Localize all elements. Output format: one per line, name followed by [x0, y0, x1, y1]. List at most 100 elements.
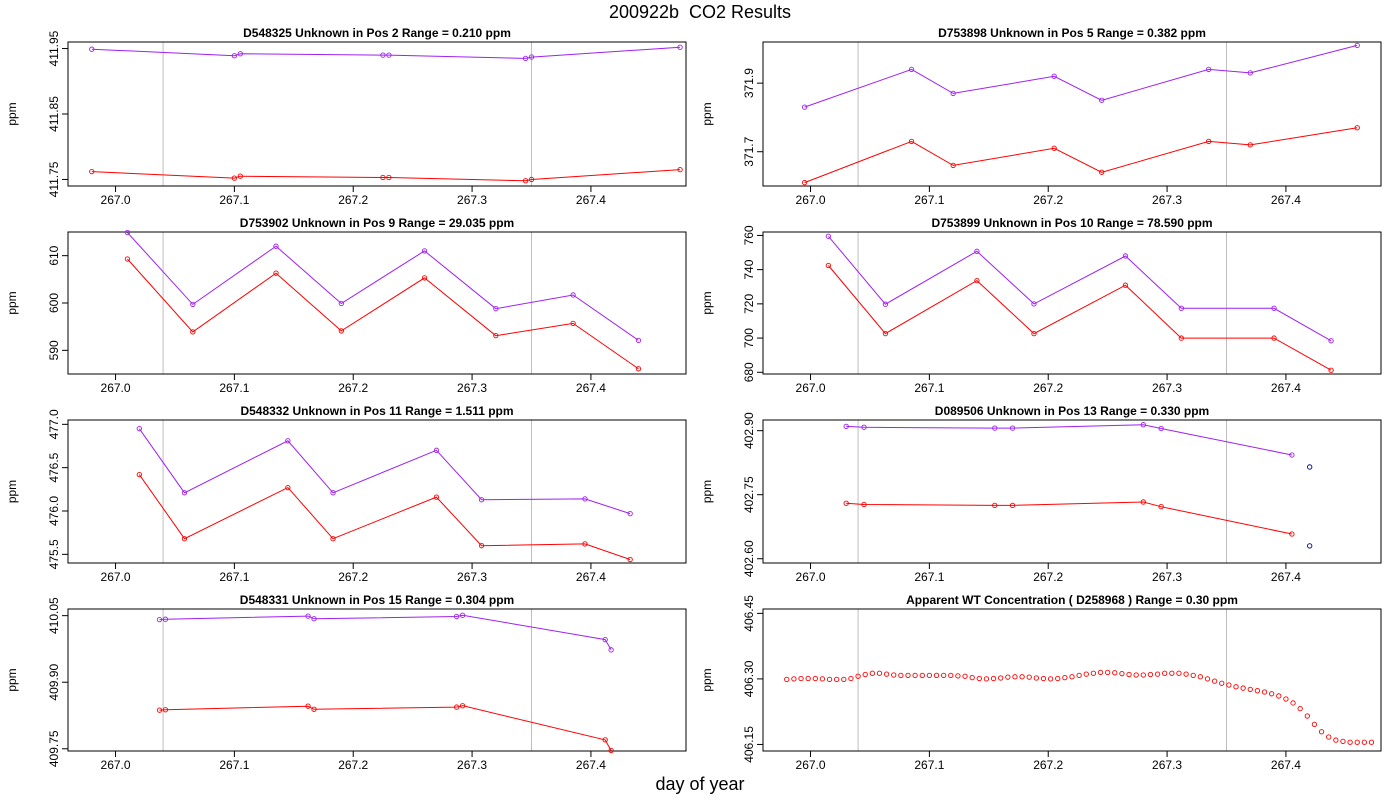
data-point [285, 484, 291, 491]
data-point [841, 676, 847, 682]
data-point [1254, 688, 1261, 694]
data-point [891, 672, 897, 678]
y-axis-label: ppm [700, 480, 714, 503]
data-point [273, 270, 279, 276]
x-tick-label: 267.2 [1033, 193, 1063, 207]
panel-4: D753899 Unknown in Pos 10 Range = 78.590… [700, 216, 1382, 395]
data-point [955, 673, 961, 679]
data-point [883, 671, 890, 677]
y-tick-label: 476.0 [47, 496, 61, 526]
data-point [627, 556, 633, 563]
panel-3: D753902 Unknown in Pos 9 Range = 29.035 … [5, 216, 687, 395]
data-point [1233, 684, 1239, 690]
x-tick-label: 267.3 [1152, 381, 1182, 395]
y-tick-label: 371.7 [742, 136, 756, 166]
data-point [1271, 305, 1277, 311]
panel-title: D089506 Unknown in Pos 13 Range = 0.330 … [935, 404, 1209, 418]
data-point [231, 53, 238, 59]
data-point [273, 243, 279, 249]
data-point [677, 166, 683, 173]
data-point [1269, 691, 1275, 697]
data-point [1051, 145, 1057, 151]
data-point [950, 90, 956, 97]
plot-frame [762, 41, 1382, 187]
data-point [1283, 696, 1289, 702]
data-point [124, 229, 131, 236]
x-tick-label: 267.4 [576, 570, 606, 584]
x-tick-label: 267.4 [1271, 381, 1301, 395]
x-tick-label: 267.2 [1033, 758, 1063, 772]
panel-title: D548331 Unknown in Pos 15 Range = 0.304 … [240, 593, 514, 607]
panel-title: Apparent WT Concentration ( D258968 ) Ra… [906, 593, 1238, 607]
y-tick-label: 477.0 [47, 409, 61, 439]
data-point [1083, 671, 1089, 677]
data-point [311, 616, 317, 622]
series-lower [843, 499, 1295, 537]
panel-5: D548332 Unknown in Pos 11 Range = 1.511 … [5, 404, 687, 584]
data-point [582, 541, 588, 547]
data-point [1340, 738, 1346, 745]
series-line [159, 614, 612, 651]
x-tick-label: 267.1 [914, 570, 944, 584]
data-point [812, 675, 818, 682]
data-point [1009, 502, 1016, 509]
data-point [1126, 671, 1132, 678]
y-tick-label: 406.45 [742, 595, 756, 632]
y-axis-label: ppm [700, 668, 714, 691]
data-point [156, 707, 163, 713]
data-point [908, 138, 915, 145]
data-point [330, 490, 336, 496]
data-point [602, 737, 608, 743]
data-point [974, 277, 980, 284]
x-tick-label: 267.0 [796, 193, 826, 207]
data-point [1240, 685, 1246, 691]
data-point [962, 673, 968, 679]
data-point [882, 301, 889, 307]
series-line [804, 44, 1358, 108]
y-tick-label: 406.15 [742, 726, 756, 763]
data-point [162, 616, 169, 622]
data-point [1051, 73, 1057, 79]
data-point [570, 292, 576, 298]
x-tick-label: 267.0 [796, 381, 826, 395]
data-point [1090, 670, 1097, 676]
y-tick-label: 371.9 [742, 68, 756, 98]
y-tick-label: 760 [742, 225, 756, 245]
data-point [1368, 739, 1375, 745]
data-point [1099, 97, 1105, 103]
y-tick-label: 610 [47, 245, 61, 265]
y-tick-label: 411.75 [47, 161, 61, 197]
data-point [1154, 671, 1161, 677]
data-point [861, 424, 867, 430]
data-point [421, 248, 428, 254]
series-lower [825, 262, 1334, 373]
x-tick-label: 267.0 [101, 570, 131, 584]
panel-title: D548325 Unknown in Pos 2 Range = 0.210 p… [243, 26, 511, 40]
data-point [453, 613, 460, 620]
series-line [91, 46, 681, 59]
x-tick-label: 267.3 [1152, 570, 1182, 584]
x-tick-label: 267.2 [338, 570, 368, 584]
data-point [1122, 282, 1129, 288]
x-tick-label: 267.1 [219, 758, 249, 772]
data-point [998, 675, 1004, 681]
data-point [919, 672, 925, 679]
data-point [1076, 672, 1082, 679]
data-point [582, 496, 588, 502]
x-tick-label: 267.0 [796, 570, 826, 584]
data-point [843, 500, 849, 506]
series-lower [136, 471, 633, 563]
data-point [1069, 674, 1075, 680]
x-tick-label: 267.4 [1271, 570, 1301, 584]
data-point [478, 543, 485, 549]
x-tick-label: 267.0 [796, 758, 826, 772]
panel-6: D089506 Unknown in Pos 13 Range = 0.330 … [700, 404, 1382, 584]
data-point [1147, 671, 1154, 678]
data-point [1119, 671, 1125, 677]
series-upper [825, 233, 1334, 344]
data-point [635, 366, 642, 372]
data-point [898, 672, 904, 679]
y-tick-label: 720 [742, 294, 756, 314]
x-tick-label: 267.1 [914, 381, 944, 395]
